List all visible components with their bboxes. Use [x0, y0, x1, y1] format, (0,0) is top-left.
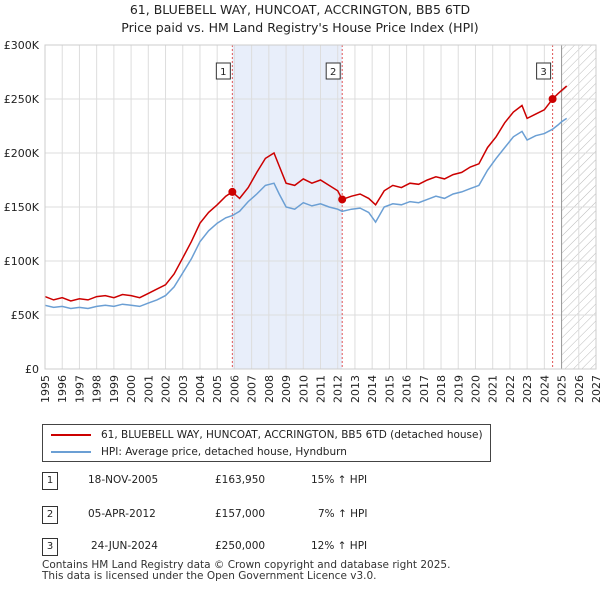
transaction-row: 1 18-NOV-2005 £163,950 15% ↑ HPI: [0, 472, 600, 492]
legend-swatch-hpi: [51, 451, 91, 453]
transaction-hpi-delta: 12% ↑ HPI: [311, 540, 368, 552]
transaction-date: 24-JUN-2024: [91, 540, 158, 552]
hpi-series-line: [44, 117, 568, 310]
x-tick-label: 1995: [39, 375, 52, 403]
y-tick-label: £0: [25, 363, 39, 376]
x-tick-label: 2017: [418, 375, 431, 403]
x-tick-label: 2009: [280, 375, 293, 403]
y-tick-label: £300K: [4, 39, 40, 52]
x-tick-label: 2013: [349, 375, 362, 403]
y-tick-label: £200K: [4, 147, 40, 160]
transaction-number: 3: [42, 538, 58, 556]
x-tick-label: 1999: [108, 375, 121, 403]
x-tick-label: 1998: [91, 375, 104, 403]
x-tick-label: 2008: [263, 375, 276, 403]
sale-label: 1: [220, 67, 226, 78]
legend-item-hpi: HPI: Average price, detached house, Hynd…: [51, 444, 347, 460]
transaction-price: £163,950: [215, 474, 266, 486]
x-tick-label: 2015: [383, 375, 396, 403]
x-tick-label: 2016: [401, 375, 414, 403]
x-tick-label: 2005: [211, 375, 224, 403]
transaction-price: £157,000: [215, 508, 266, 520]
sale-label-box: [325, 62, 341, 80]
price-chart: 1 2 3 £0 £50K £100K £150K £200K £250K £300K 1995 1…: [4, 39, 600, 403]
sale-label-box: [536, 62, 552, 80]
transaction-number: 2: [42, 506, 58, 524]
sale-label: 2: [330, 67, 336, 78]
y-tick-label: £250K: [4, 93, 40, 106]
chart-subtitle: Price paid vs. HM Land Registry's House …: [121, 20, 479, 35]
x-tick-label: 2018: [435, 375, 448, 403]
x-tick-label: 2010: [297, 375, 310, 403]
legend-label-property: 61, BLUEBELL WAY, HUNCOAT, ACCRINGTON, B…: [101, 429, 483, 441]
y-tick-label: £150K: [4, 201, 40, 214]
footer-line-1: Contains HM Land Registry data © Crown c…: [42, 559, 451, 571]
y-tick-label: £100K: [4, 255, 40, 268]
x-tick-label: 2006: [228, 375, 241, 403]
legend-item-property: 61, BLUEBELL WAY, HUNCOAT, ACCRINGTON, B…: [51, 427, 483, 443]
property-series-line: [44, 85, 568, 302]
x-tick-label: 2024: [538, 375, 551, 403]
chart-title: 61, BLUEBELL WAY, HUNCOAT, ACCRINGTON, B…: [129, 2, 471, 17]
x-tick-label: 1997: [73, 375, 86, 403]
transaction-row: 3 24-JUN-2024 £250,000 12% ↑ HPI: [0, 538, 600, 558]
x-tick-label: 2025: [556, 375, 569, 403]
transaction-number: 1: [42, 472, 58, 490]
x-tick-label: 1996: [56, 375, 69, 403]
x-tick-label: 2027: [590, 375, 600, 403]
footer-line-2: This data is licensed under the Open Gov…: [42, 570, 377, 582]
sale-point: [338, 195, 347, 204]
x-tick-label: 2023: [521, 375, 534, 403]
x-tick-label: 2000: [125, 375, 138, 403]
plot-frame: [44, 44, 597, 370]
legend-label-hpi: HPI: Average price, detached house, Hynd…: [101, 446, 347, 458]
legend-swatch-property: [51, 434, 91, 436]
x-tick-label: 2026: [573, 375, 586, 403]
x-tick-label: 2014: [366, 375, 379, 403]
x-tick-label: 2011: [315, 375, 328, 403]
sale-point: [548, 95, 557, 103]
x-tick-label: 2003: [177, 375, 190, 403]
x-tick-label: 2007: [246, 375, 259, 403]
transaction-hpi-delta: 15% ↑ HPI: [311, 474, 368, 486]
sale-label: 3: [540, 67, 546, 78]
x-tick-label: 2004: [194, 375, 207, 403]
x-tick-label: 2019: [452, 375, 465, 403]
chart-legend: 61, BLUEBELL WAY, HUNCOAT, ACCRINGTON, B…: [42, 424, 491, 462]
transaction-date: 18-NOV-2005: [88, 474, 159, 486]
x-tick-label: 2022: [504, 375, 517, 403]
footer-attribution: Contains HM Land Registry data © Crown c…: [42, 560, 450, 582]
x-tick-label: 2012: [332, 375, 345, 403]
x-tick-label: 2002: [160, 375, 173, 403]
sale-point: [228, 187, 237, 196]
x-tick-label: 2021: [487, 375, 500, 403]
transaction-row: 2 05-APR-2012 £157,000 7% ↑ HPI: [0, 506, 600, 526]
transaction-price: £250,000: [215, 540, 266, 552]
transaction-hpi-delta: 7% ↑ HPI: [318, 508, 368, 520]
sale-label-box: [215, 62, 231, 80]
x-tick-label: 2001: [142, 375, 155, 403]
x-tick-label: 2020: [469, 375, 482, 403]
transaction-date: 05-APR-2012: [88, 508, 156, 520]
y-tick-label: £50K: [11, 309, 40, 322]
